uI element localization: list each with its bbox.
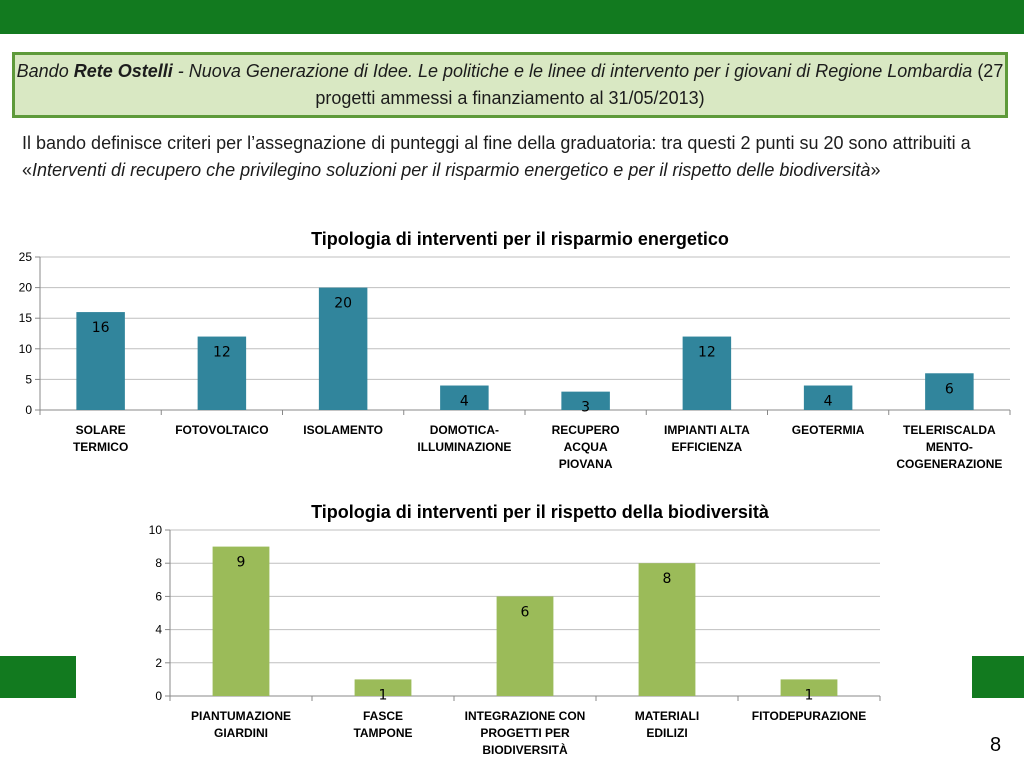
energy-data-label: 3	[581, 400, 590, 416]
energy-bar	[76, 312, 125, 410]
biodiversity-bar	[780, 679, 838, 696]
intro-quote: Interventi di recupero che privilegino s…	[32, 160, 871, 180]
biodiversity-category-label: INTEGRAZIONE CON	[465, 709, 586, 723]
header-note: (27 progetti ammessi a finanziamento al …	[315, 61, 1004, 108]
energy-ytick-label: 0	[25, 403, 32, 417]
biodiversity-data-label: 8	[663, 571, 672, 587]
energy-category-label: ILLUMINAZIONE	[417, 440, 511, 454]
biodiversity-ytick-label: 6	[155, 589, 162, 603]
slide-header: Bando Rete Ostelli - Nuova Generazione d…	[12, 52, 1008, 118]
energy-ytick-label: 15	[19, 311, 33, 325]
energy-ytick-label: 20	[19, 281, 33, 295]
energy-bar	[561, 391, 610, 410]
energy-data-label: 16	[92, 320, 110, 336]
biodiversity-category-label: PROGETTI PER	[480, 726, 570, 740]
biodiversity-category-label: MATERIALI	[635, 709, 699, 723]
energy-category-label: IMPIANTI ALTA	[664, 423, 750, 437]
energy-data-label: 4	[824, 394, 833, 410]
energy-bar	[318, 287, 368, 410]
energy-ytick-label: 5	[25, 372, 32, 386]
energy-category-label: MENTO-	[926, 440, 973, 454]
biodiversity-category-label: BIODIVERSITÀ	[482, 742, 568, 757]
biodiversity-bar	[638, 563, 696, 696]
intro-text: Il bando definisce criteri per l’assegna…	[22, 133, 971, 180]
intro-quote-close: »	[870, 160, 881, 180]
energy-chart-title: Tipologia di interventi per il risparmio…	[311, 229, 729, 249]
energy-data-label: 6	[945, 381, 954, 397]
biodiversity-bar	[212, 546, 270, 696]
biodiversity-category-label: PIANTUMAZIONE	[191, 709, 291, 723]
energy-category-label: FOTOVOLTAICO	[175, 423, 268, 437]
biodiversity-ytick-label: 2	[155, 656, 162, 670]
header-bando: Bando	[16, 61, 69, 81]
energy-data-label: 20	[334, 296, 352, 312]
energy-bar	[440, 385, 489, 410]
biodiversity-category-label: TAMPONE	[353, 726, 412, 740]
energy-bar	[197, 336, 247, 410]
biodiversity-data-label: 1	[805, 687, 814, 703]
energy-category-label: RECUPERO	[552, 423, 620, 437]
energy-category-label: SOLARE	[76, 423, 126, 437]
biodiversity-bar	[496, 596, 554, 696]
energy-chart: 0 5 10 15 20 25 16 SOLARE TERMICO 12 FOTOVOLTAICO 2…	[19, 250, 1011, 471]
biodiversity-category-label: FITODEPURAZIONE	[752, 709, 866, 723]
energy-bar	[682, 336, 732, 410]
top-green-bar	[0, 0, 1024, 34]
biodiversity-category-label: FASCE	[363, 709, 403, 723]
biodiversity-data-label: 1	[379, 687, 388, 703]
energy-category-label: ACQUA	[564, 440, 608, 454]
energy-data-label: 12	[698, 345, 716, 361]
energy-category-label: GEOTERMIA	[792, 423, 865, 437]
intro-paragraph: Il bando definisce criteri per l’assegna…	[22, 130, 1002, 184]
page-number: 8	[990, 734, 1002, 756]
energy-category-label: COGENERAZIONE	[896, 457, 1002, 471]
energy-bar	[925, 373, 974, 410]
biodiversity-category-label: EDILIZI	[646, 726, 687, 740]
energy-ytick-label: 10	[19, 342, 33, 356]
biodiversity-ytick-label: 4	[155, 623, 162, 637]
biodiversity-bar	[354, 679, 412, 696]
energy-ytick-label: 25	[19, 250, 33, 264]
energy-category-label: ISOLAMENTO	[303, 423, 383, 437]
biodiversity-category-label: GIARDINI	[214, 726, 268, 740]
biodiversity-data-label: 6	[521, 604, 530, 620]
header-title: - Nuova Generazione di Idee. Le politich…	[177, 61, 973, 81]
left-green-block	[0, 656, 76, 698]
energy-category-label: PIOVANA	[559, 457, 613, 471]
biodiversity-ytick-label: 10	[149, 523, 163, 537]
energy-data-label: 4	[460, 394, 469, 410]
right-green-block	[972, 656, 1024, 698]
biodiversity-chart-title: Tipologia di interventi per il rispetto …	[311, 502, 769, 522]
biodiversity-ytick-label: 0	[155, 689, 162, 703]
energy-category-label: DOMOTICA-	[430, 423, 499, 437]
biodiversity-data-label: 9	[237, 555, 246, 571]
biodiversity-ytick-label: 8	[155, 556, 162, 570]
energy-category-label: TERMICO	[73, 440, 128, 454]
energy-bar	[803, 385, 853, 410]
energy-category-label: TELERISCALDA	[903, 423, 996, 437]
energy-category-label: EFFICIENZA	[672, 440, 743, 454]
header-program: Rete Ostelli	[73, 61, 173, 81]
energy-data-label: 12	[213, 345, 231, 361]
biodiversity-chart: 0 2 4 6 8 10 9 PIANTUMAZIONE GIARDINI 1 FASCE TAMPO…	[149, 523, 881, 757]
